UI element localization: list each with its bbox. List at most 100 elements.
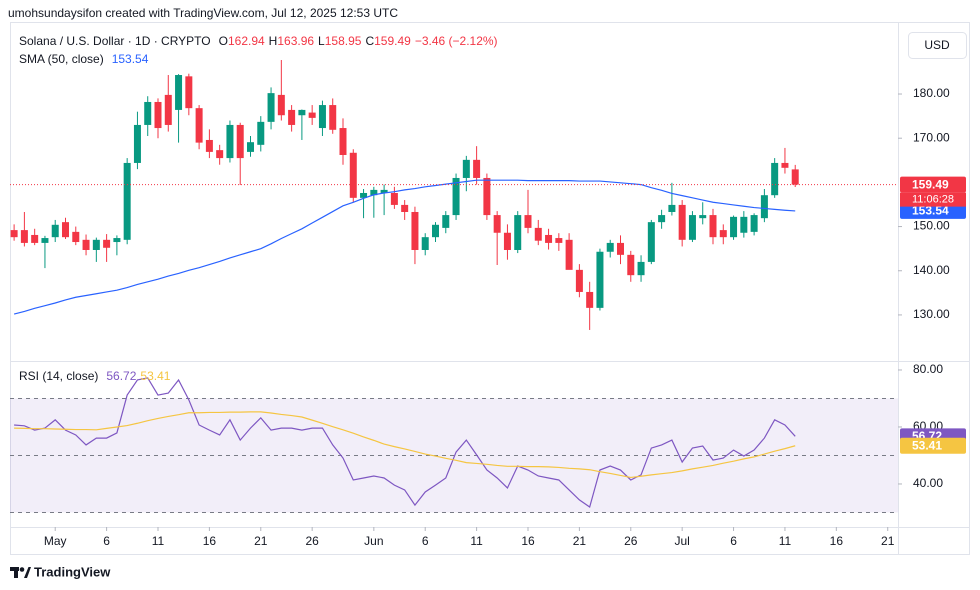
candle-body	[791, 169, 799, 185]
candle-body	[545, 234, 553, 243]
sma-value: 153.54	[111, 52, 149, 66]
candle-body	[226, 124, 234, 159]
series-line	[14, 377, 796, 509]
candle-body	[658, 215, 666, 223]
candle-body	[401, 204, 409, 212]
candle-body	[185, 76, 193, 109]
candle-body	[51, 224, 59, 238]
candle-body	[750, 215, 758, 232]
rsi-name: RSI (14, close)	[19, 369, 99, 383]
candle-body	[781, 162, 789, 168]
x-tick-label: 16	[830, 534, 844, 548]
y-tick-label: 180.00	[913, 86, 950, 100]
ohlc-letter: H	[268, 34, 278, 48]
candle-body	[678, 204, 686, 240]
candle-body	[442, 215, 450, 228]
x-tick-label: 26	[624, 534, 638, 548]
candle-body	[586, 291, 594, 308]
x-tick-label: 16	[203, 534, 217, 548]
candle-body	[360, 192, 368, 198]
candle-body	[493, 215, 501, 233]
candle-body	[288, 109, 296, 125]
x-tick-label: 11	[152, 534, 165, 548]
x-tick-label: 16	[521, 534, 535, 548]
rsi-legend: RSI (14, close) 56.72 53.41	[19, 368, 174, 384]
x-tick-label: 21	[254, 534, 268, 548]
candle-body	[349, 152, 357, 198]
brand-logo	[10, 567, 31, 578]
x-tick-label: May	[44, 534, 67, 548]
candle-body	[20, 230, 28, 243]
high-value: 163.96	[277, 34, 315, 48]
candle-body	[432, 224, 439, 238]
x-tick-label: 11	[470, 534, 483, 548]
candle-body	[565, 239, 573, 270]
candle-body	[647, 222, 655, 262]
candle-body	[41, 238, 49, 243]
candle-body	[771, 162, 779, 196]
currency-button-box[interactable]	[908, 32, 967, 59]
watermark: umohsundaysifon created with TradingView…	[8, 6, 398, 20]
x-tick-label: 11	[779, 534, 792, 548]
x-tick-label: 6	[730, 534, 737, 548]
ohlc-letter: C	[365, 34, 375, 48]
candle-body	[462, 159, 470, 178]
chart-frame	[10, 22, 970, 555]
ohlc-letter: O	[218, 34, 228, 48]
x-tick-label: 21	[573, 534, 587, 548]
series-line	[14, 411, 796, 479]
y-tick-label: 130.00	[913, 307, 950, 321]
x-tick-label: Jul	[674, 534, 689, 548]
currency-label[interactable]: USD	[924, 38, 950, 52]
x-tick-label: 6	[422, 534, 429, 548]
ohlc-letter: L	[318, 34, 325, 48]
candle-body	[10, 230, 18, 238]
candle-body	[421, 237, 429, 250]
candle-body	[154, 101, 162, 129]
countdown-box	[900, 192, 966, 207]
candle-body	[62, 222, 69, 238]
candle-body	[123, 162, 131, 240]
candle-body	[298, 109, 306, 116]
x-tick-label: 21	[881, 534, 895, 548]
logo-slash	[24, 567, 31, 578]
price-label-box	[900, 437, 966, 454]
candle-body	[308, 112, 316, 118]
candle-body	[740, 216, 748, 233]
candle-body	[473, 159, 481, 178]
sma-legend: SMA (50, close) 153.54	[19, 51, 152, 67]
candle-body	[175, 75, 183, 110]
x-tick-label: Jun	[364, 534, 383, 548]
pane	[10, 59, 898, 330]
candle-body	[483, 177, 491, 216]
candle-body	[514, 215, 522, 250]
candle-body	[606, 242, 614, 252]
currency-button[interactable]: USD	[908, 32, 967, 59]
candle-body	[133, 124, 141, 163]
candle-body	[627, 254, 635, 276]
candle-body	[339, 128, 347, 155]
candle-body	[637, 261, 645, 276]
price-label-box	[900, 202, 966, 219]
candle-body	[164, 94, 172, 125]
candle-body	[370, 189, 378, 196]
candle-body	[730, 216, 738, 238]
y-tick-label: 150.00	[913, 219, 950, 233]
candle-body	[195, 108, 203, 143]
change-value: −3.46 (−2.12%)	[414, 34, 498, 48]
candle-body	[236, 124, 244, 159]
price-label-box	[900, 176, 966, 193]
x-tick-label: 26	[305, 534, 319, 548]
candle-body	[760, 195, 768, 219]
x-tick-label: 6	[103, 534, 110, 548]
y-tick-label: 80.00	[913, 362, 943, 376]
candle-body	[113, 238, 121, 243]
pane	[10, 377, 898, 513]
candle-body	[575, 269, 583, 292]
y-tick-label: 40.00	[913, 476, 943, 490]
candle-body	[668, 204, 676, 212]
candle-body	[596, 251, 604, 308]
rsi-value: 56.72	[106, 369, 137, 383]
price-label: 159.49	[912, 177, 949, 191]
